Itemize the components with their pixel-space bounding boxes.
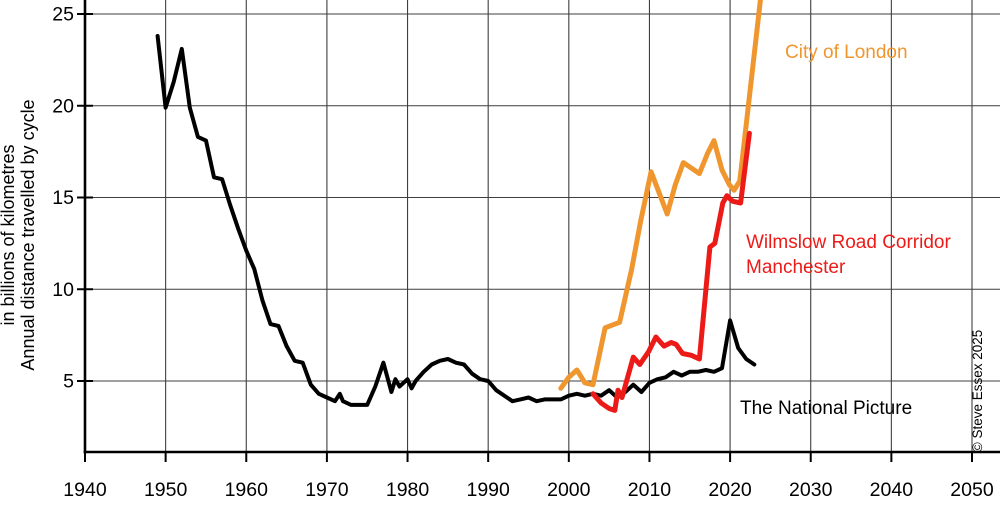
svg-text:2030: 2030 (789, 479, 833, 501)
gridlines (85, 0, 1000, 452)
svg-text:1970: 1970 (305, 479, 349, 501)
svg-text:2020: 2020 (708, 479, 752, 501)
svg-text:1940: 1940 (63, 479, 107, 501)
svg-text:1990: 1990 (466, 479, 510, 501)
series-label-wilmslow-line-1: Wilmslow Road Corridor (746, 232, 951, 253)
axes (83, 0, 1000, 454)
svg-text:2010: 2010 (628, 479, 672, 501)
data-lines (155, 0, 763, 413)
series-label-wilmslow-road-corridor: Wilmslow Road Corridor Manchester (746, 230, 951, 280)
svg-text:2000: 2000 (547, 479, 591, 501)
svg-text:25: 25 (52, 4, 74, 26)
svg-text:2040: 2040 (870, 479, 914, 501)
series-label-wilmslow-line-2: Manchester (746, 257, 846, 278)
svg-text:1980: 1980 (386, 479, 430, 501)
svg-text:1950: 1950 (144, 479, 188, 501)
svg-text:1960: 1960 (225, 479, 269, 501)
svg-text:10: 10 (52, 279, 74, 301)
tick-marks (77, 13, 973, 462)
series-label-city-of-london: City of London (785, 42, 908, 63)
copyright-notice: © Steve Essex 2025 (970, 330, 985, 453)
svg-text:20: 20 (52, 95, 74, 117)
svg-text:5: 5 (63, 371, 74, 393)
tick-labels: 1940 1950 1960 1970 1980 1990 2000 2010 2020 2030… (52, 4, 994, 502)
series-label-national-picture: The National Picture (740, 398, 913, 419)
svg-text:2050: 2050 (950, 479, 994, 501)
y-axis-title-line-1: Annual distance travelled by cycle (18, 99, 38, 370)
svg-text:15: 15 (52, 187, 74, 209)
y-axis-title-line-2: in billions of kilometres (0, 144, 18, 325)
